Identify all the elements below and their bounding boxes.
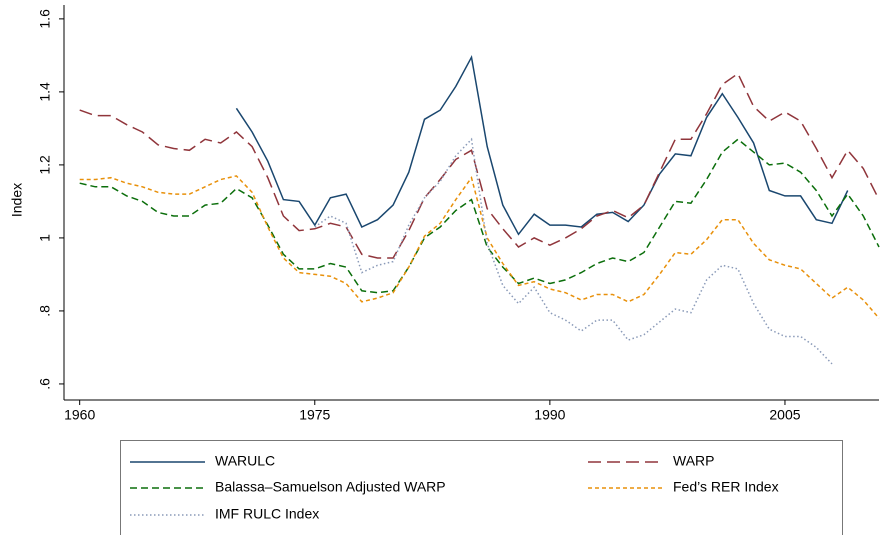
y-axis-title: Index [9, 183, 25, 217]
y-tick-label: .8 [37, 305, 53, 317]
series-line [79, 72, 880, 259]
x-tick-label: 2005 [769, 407, 800, 423]
legend-label: WARP [673, 453, 714, 469]
legend-box [120, 440, 843, 535]
legend-label: Balassa–Samuelson Adjusted WARP [215, 479, 446, 495]
series-line [79, 138, 880, 294]
legend-label: Fed’s RER Index [673, 479, 779, 495]
y-tick-label: 1.6 [37, 9, 53, 29]
x-tick-label: 1975 [299, 407, 330, 423]
y-tick-label: 1 [37, 234, 53, 242]
legend-label: IMF RULC Index [215, 506, 319, 522]
y-tick-label: 1.4 [37, 82, 53, 102]
x-tick-label: 1960 [64, 407, 95, 423]
y-tick-label: 1.2 [37, 155, 53, 175]
legend-label: WARULC [215, 453, 275, 469]
x-tick-label: 1990 [534, 407, 565, 423]
series-line [314, 137, 833, 365]
series-line [235, 54, 849, 236]
series-line [79, 175, 880, 319]
y-tick-label: .6 [37, 378, 53, 390]
